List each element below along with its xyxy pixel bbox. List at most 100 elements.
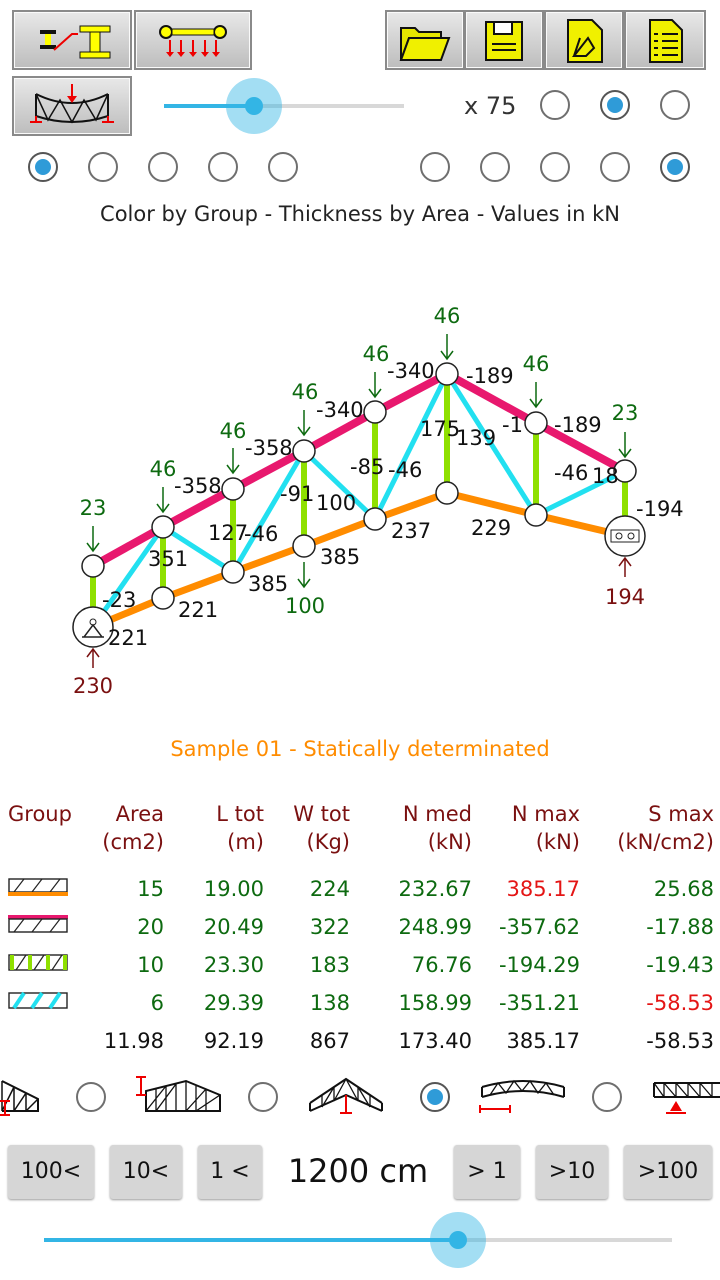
save-disk-icon [485, 21, 523, 61]
color-mode-radio[interactable] [268, 152, 298, 182]
force-label: 221 [178, 598, 218, 622]
truss-diagram: 23 46 46 46 46 46 23 100 46 230 194 -358… [72, 304, 684, 698]
truss-type-icon [653, 1082, 720, 1114]
truss-type-icon [309, 1077, 383, 1114]
load-label: 46 [292, 380, 319, 404]
truss-type-icon [0, 1080, 39, 1116]
group-swatch-icon [8, 914, 68, 933]
load-label: 23 [80, 496, 107, 520]
force-label: 385 [248, 572, 288, 596]
span-slider-fill [44, 1238, 458, 1242]
force-label: -189 [554, 413, 602, 437]
load-beam-button[interactable] [134, 10, 252, 70]
profile-section-icon [40, 25, 111, 59]
report-list-icon [649, 19, 683, 63]
header-group: Group [8, 802, 72, 826]
span-slider-thumb[interactable] [449, 1231, 467, 1249]
force-label: 221 [108, 626, 148, 650]
force-label: -340 [316, 398, 364, 422]
force-label: -85 [350, 455, 384, 479]
force-label: -23 [102, 588, 136, 612]
roller-support-icon [604, 515, 646, 557]
scale-slider-thumb[interactable] [245, 97, 263, 115]
force-label: -358 [174, 474, 222, 498]
span-plus-100-button[interactable]: >100 [624, 1145, 712, 1199]
color-mode-radio[interactable] [148, 152, 178, 182]
export-drawing-button[interactable] [544, 10, 624, 70]
truss-type-radio[interactable] [420, 1082, 450, 1112]
table-row: 10 23.30 183 76.76 -194.29 -19.43 [8, 946, 714, 984]
results-table: Group Area (cm2) L tot (m) W tot (Kg) N med… [8, 800, 714, 1060]
header-ltot: L tot (m) [216, 802, 264, 854]
span-minus-10-button[interactable]: 10< [110, 1145, 182, 1199]
profile-section-button[interactable] [12, 10, 132, 70]
scale-slider-track[interactable] [164, 104, 404, 108]
scale-option-radio[interactable] [540, 90, 570, 120]
force-label: 18 [592, 464, 619, 488]
color-mode-radio[interactable] [88, 152, 118, 182]
truss-type-radio[interactable] [76, 1082, 106, 1112]
force-label: -340 [387, 359, 435, 383]
load-label: 46 [220, 419, 247, 443]
span-value: 1200 cm [287, 1152, 429, 1190]
truss-type-radio[interactable] [248, 1082, 278, 1112]
color-mode-radio[interactable] [208, 152, 238, 182]
table-header-row: Group Area (cm2) L tot (m) W tot (Kg) N med… [8, 800, 714, 870]
force-label: -46 [554, 461, 588, 485]
report-button[interactable] [624, 10, 706, 70]
load-beam-icon [159, 25, 227, 57]
force-label: 139 [456, 426, 496, 450]
truss-type-radio[interactable] [592, 1082, 622, 1112]
scale-option-radio[interactable] [660, 90, 690, 120]
group-swatch-icon [8, 991, 68, 1009]
open-folder-icon [399, 27, 451, 61]
thickness-mode-radio[interactable] [540, 152, 570, 182]
load-label: 23 [612, 401, 639, 425]
scale-slider-fill [164, 104, 254, 108]
force-label: -189 [466, 364, 514, 388]
scale-label: x 75 [464, 92, 517, 120]
header-area: Area (cm2) [102, 802, 164, 854]
force-label: 100 [316, 491, 356, 515]
reaction-label: 194 [605, 585, 645, 609]
thickness-mode-radio[interactable] [600, 152, 630, 182]
header-nmed: N med (kN) [402, 802, 472, 854]
reaction-label: 230 [73, 674, 113, 698]
deformed-truss-icon [30, 84, 114, 124]
force-label: -358 [245, 436, 293, 460]
thickness-mode-radio[interactable] [420, 152, 450, 182]
force-label: -91 [280, 482, 314, 506]
pinned-support-icon [72, 606, 114, 648]
load-label: 46 [434, 304, 461, 328]
deformed-view-button[interactable] [12, 76, 132, 136]
header-nmax: N max (kN) [511, 802, 580, 854]
force-label: -46 [244, 522, 278, 546]
table-row: 20 20.49 322 248.99 -357.62 -17.88 [8, 908, 714, 946]
sample-title: Sample 01 - Statically determinated [170, 737, 550, 761]
open-file-button[interactable] [385, 10, 465, 70]
header-wtot: W tot (Kg) [293, 802, 350, 854]
table-totals-row: 11.98 92.19 867 173.40 385.17 -58.53 [103, 1029, 714, 1053]
legend-text: Color by Group - Thickness by Area - Val… [100, 202, 620, 226]
table-row: 15 19.00 224 232.67 385.17 25.68 [8, 870, 714, 908]
color-mode-radio[interactable] [28, 152, 58, 182]
table-row: 6 29.39 138 158.99 -351.21 -58.53 [8, 984, 714, 1022]
load-label: 100 [285, 594, 325, 618]
scale-option-radio[interactable] [600, 90, 630, 120]
span-plus-10-button[interactable]: >10 [536, 1145, 608, 1199]
force-label: 127 [208, 521, 248, 545]
header-smax: S max (kN/cm2) [617, 802, 714, 854]
truss-type-icon [479, 1079, 565, 1113]
save-button[interactable] [464, 10, 544, 70]
force-label: 175 [420, 417, 460, 441]
span-minus-100-button[interactable]: 100< [8, 1145, 94, 1199]
thickness-mode-radio[interactable] [480, 152, 510, 182]
thickness-mode-radio[interactable] [660, 152, 690, 182]
export-drawing-icon [567, 19, 603, 63]
span-plus-1-button[interactable]: > 1 [454, 1145, 520, 1199]
force-label: 237 [391, 519, 431, 543]
force-label: -194 [636, 497, 684, 521]
force-label: -46 [388, 458, 422, 482]
span-minus-1-button[interactable]: 1 < [198, 1145, 262, 1199]
group-swatch-icon [8, 953, 68, 971]
